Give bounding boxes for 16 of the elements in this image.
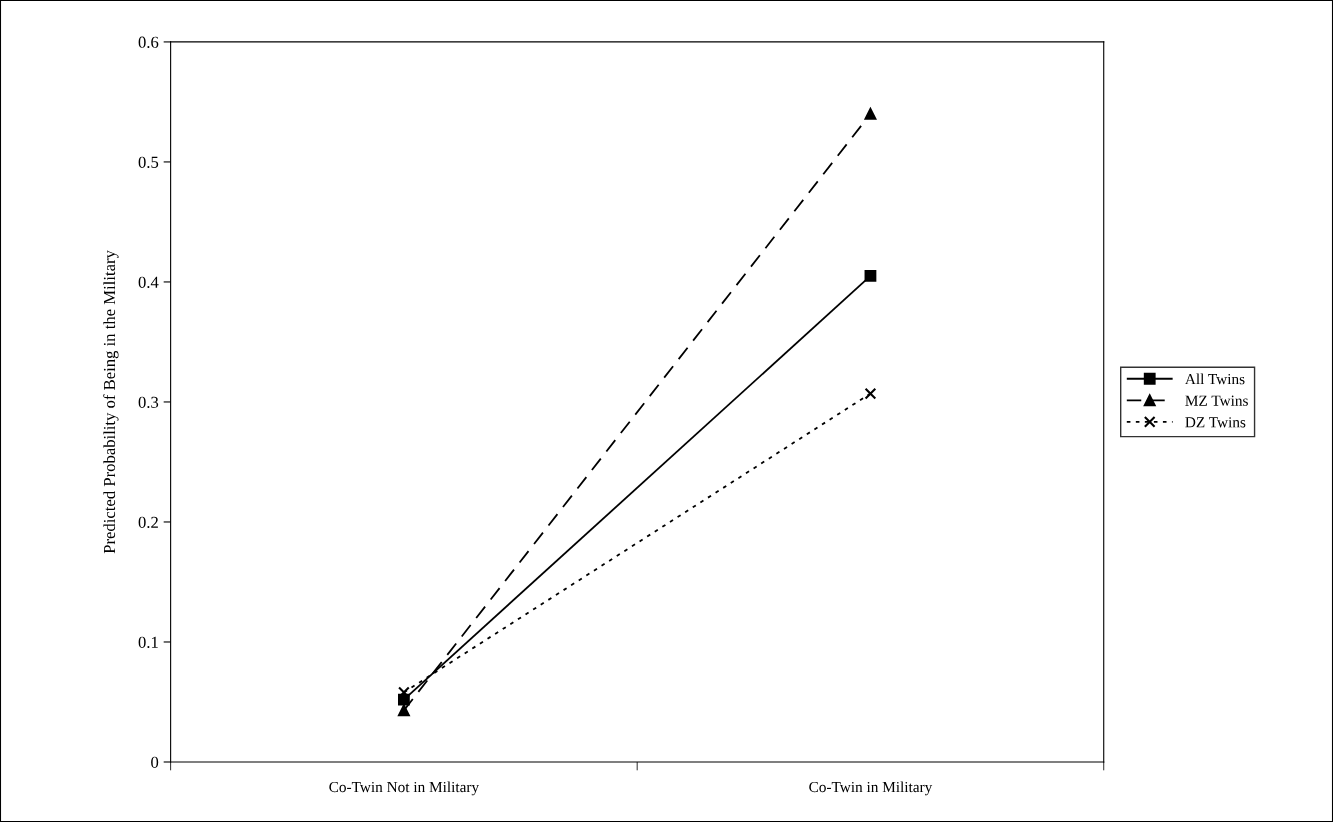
y-tick-label: 0.2 (138, 516, 158, 528)
legend-label: All Twins (1185, 373, 1245, 385)
legend-label: MZ Twins (1185, 395, 1248, 406)
y-tick-label: 0.4 (138, 276, 159, 288)
y-tick-label: 0.5 (138, 156, 159, 168)
legend-label: DZ Twins (1185, 417, 1246, 428)
y-tick-label: 0.1 (138, 636, 158, 648)
point (864, 270, 877, 282)
point (398, 704, 410, 717)
x-tick-label: Co-Twin in Military (809, 781, 933, 796)
point (864, 387, 877, 400)
y-tick-label: 0.6 (138, 36, 159, 48)
y-tick-label: 0.3 (138, 396, 159, 408)
y-axis-title: Predicted Probability of Being in the Military (103, 250, 119, 554)
y-tick-label: 0 (151, 756, 159, 768)
x-tick-label: Co-Twin Not in Military (329, 781, 480, 796)
